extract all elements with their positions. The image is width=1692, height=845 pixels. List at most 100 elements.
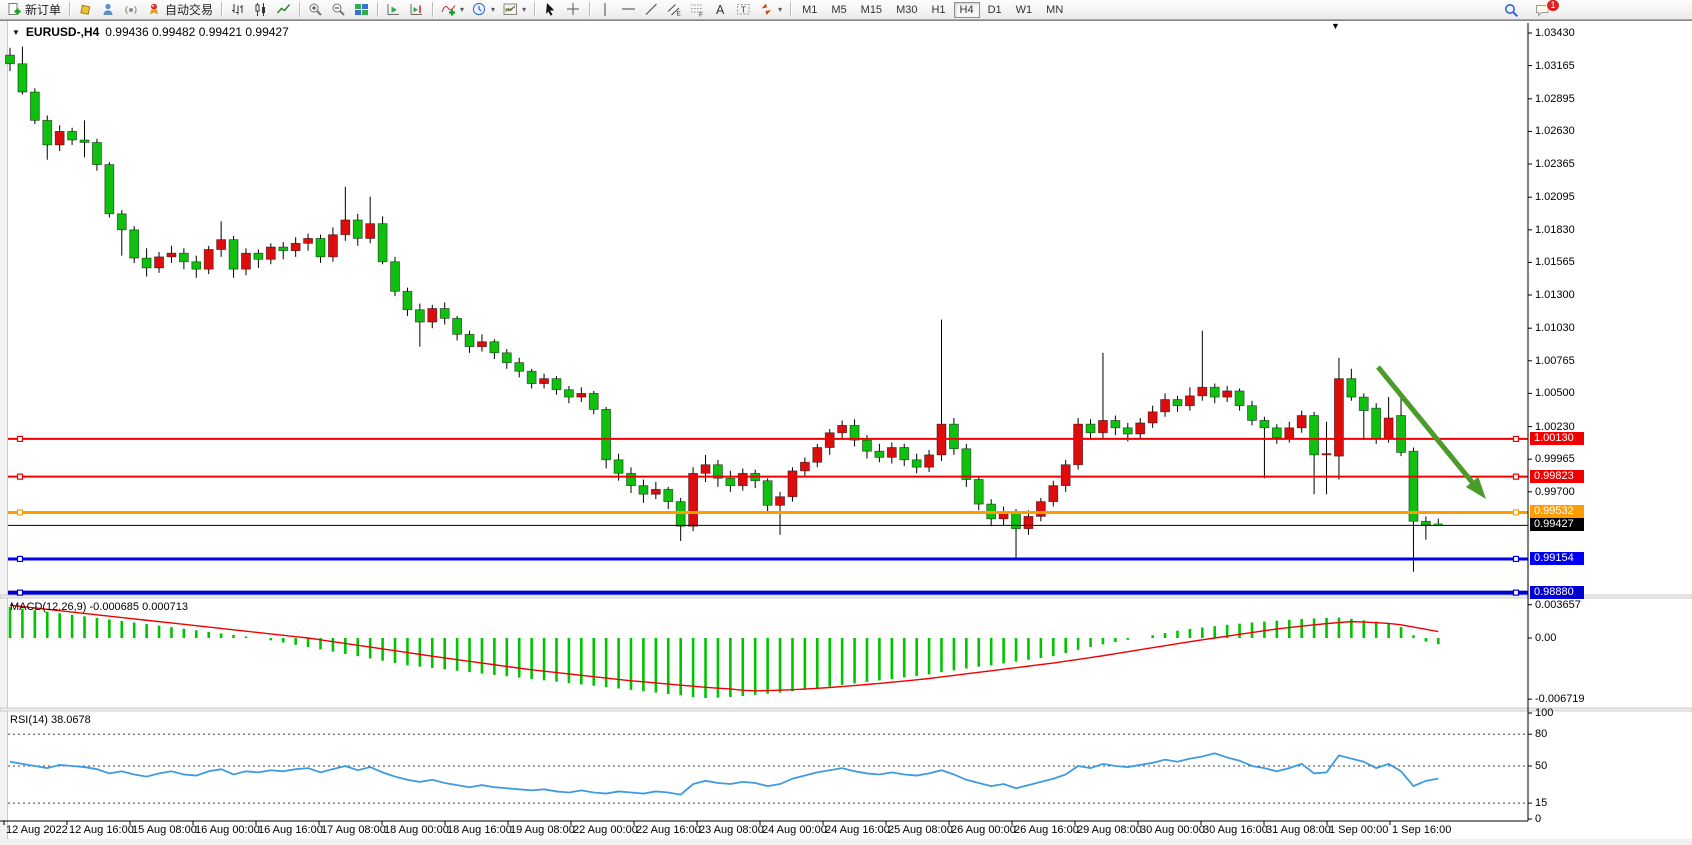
tile-windows-button[interactable] [350, 0, 373, 20]
horizontal-line-object[interactable] [8, 589, 1528, 596]
macd-panel[interactable] [8, 604, 1532, 700]
toolbar-separator [221, 2, 223, 17]
timeframe-button-m1[interactable]: M1 [802, 3, 818, 16]
fibonacci-icon: F [691, 4, 703, 18]
chevron-down-icon[interactable]: ▾ [522, 5, 527, 14]
auto-scroll-icon [387, 4, 400, 15]
timeframe-button-h4[interactable]: H4 [953, 1, 980, 18]
time-axis-label: 16 Aug 16:00 [258, 824, 323, 836]
time-axis-label: 30 Aug 00:00 [1140, 824, 1205, 836]
line-chart-button[interactable] [272, 0, 295, 20]
time-axis[interactable] [0, 820, 1528, 825]
price-axis-label: 1.01030 [1535, 322, 1575, 335]
search-button[interactable] [1500, 0, 1523, 20]
time-axis-label: 30 Aug 16:00 [1203, 824, 1268, 836]
svg-text:E: E [677, 11, 682, 18]
time-axis-label: 16 Aug 00:00 [195, 824, 260, 836]
indicators-button[interactable]: ▾ [437, 0, 468, 20]
line-handle[interactable] [1512, 589, 1520, 596]
line-handle[interactable] [16, 555, 24, 563]
line-handle[interactable] [16, 509, 24, 516]
panel-separator[interactable] [0, 594, 1692, 712]
chart-canvas[interactable] [0, 21, 1692, 845]
zoom-out-button[interactable] [327, 0, 350, 20]
trend-arrow-annotation[interactable] [1376, 365, 1486, 499]
vertical-line-button[interactable] [594, 0, 617, 20]
bar-chart-button[interactable] [226, 0, 249, 20]
price-level-badge: 0.99154 [1530, 551, 1584, 565]
macd-axis-label: 0.003657 [1535, 598, 1581, 611]
chevron-down-icon[interactable]: ▾ [778, 5, 783, 14]
channel-button[interactable]: E [663, 0, 686, 20]
fibonacci-button[interactable]: F [686, 0, 709, 20]
zoom-out-icon [332, 3, 345, 16]
price-axis-label: 1.00765 [1535, 354, 1575, 367]
svg-text:A: A [716, 3, 725, 17]
line-handle[interactable] [1512, 473, 1520, 480]
time-axis-label: 18 Aug 16:00 [447, 824, 512, 836]
toolbar-separator [790, 2, 792, 17]
timeframe-button-w1[interactable]: W1 [1015, 3, 1033, 16]
horizontal-line-object[interactable] [8, 435, 1528, 442]
timeframe-button-h1[interactable]: H1 [931, 3, 946, 16]
svg-text:F: F [699, 12, 703, 18]
line-handle[interactable] [16, 473, 24, 480]
chart-shift-button[interactable] [405, 0, 428, 20]
auto-trading-button[interactable]: 自动交易 [143, 0, 217, 20]
crosshair-button[interactable] [562, 0, 585, 20]
zoom-in-button[interactable] [304, 0, 327, 20]
horizontal-line-objects-layer[interactable] [8, 435, 1528, 596]
signal-icon [125, 5, 137, 15]
price-axis-label: 1.02095 [1535, 191, 1575, 204]
chart-window[interactable]: ▼ EURUSD-,H4 0.99436 0.99482 0.99421 0.9… [0, 20, 1692, 845]
market-watch-button[interactable] [74, 0, 97, 20]
auto-scroll-button[interactable] [382, 0, 405, 20]
text-icon: A [716, 3, 725, 17]
line-handle[interactable] [16, 589, 24, 596]
time-axis-label: 26 Aug 00:00 [951, 824, 1016, 836]
templates-button[interactable]: ▾ [499, 0, 530, 20]
arrows-button[interactable]: ▾ [755, 0, 786, 20]
timeframe-button-m30[interactable]: M30 [896, 3, 918, 16]
chart-shift-marker-icon[interactable]: ▼ [1331, 21, 1340, 31]
time-axis-label: 1 Sep 16:00 [1392, 824, 1452, 836]
new-order-button-label: 新订单 [25, 3, 62, 17]
main-toolbar: 新订单 自动交易 ▾ ▾ ▾ E F A T ▾ M1 M5 M15 M30 H1 H4 D1 W1 MN 1 [0, 0, 1692, 20]
chat-button[interactable]: 1 [1531, 0, 1560, 20]
candle-wicks-layer [9, 46, 1439, 572]
text-button[interactable]: A [709, 0, 732, 20]
svg-text:T: T [741, 5, 746, 15]
price-level-badge: 0.99823 [1530, 469, 1584, 483]
line-handle[interactable] [16, 435, 24, 442]
line-handle[interactable] [1512, 555, 1520, 563]
cursor-button[interactable] [539, 0, 562, 20]
timeframe-button-mn[interactable]: MN [1046, 3, 1064, 16]
chart-title: ▼ EURUSD-,H4 0.99436 0.99482 0.99421 0.9… [12, 25, 289, 39]
rsi-panel[interactable] [8, 712, 1532, 820]
new-order-button[interactable]: 新订单 [3, 0, 65, 20]
candle-chart-button[interactable] [249, 0, 272, 20]
timeframe-button-m15[interactable]: M15 [860, 3, 883, 16]
data-window-button[interactable] [97, 0, 120, 20]
timeframe-button-m5[interactable]: M5 [831, 3, 847, 16]
line-handle[interactable] [1512, 435, 1520, 442]
chart-title-dropdown-icon[interactable]: ▼ [12, 27, 20, 37]
toolbar-right-group: 1 [1500, 0, 1560, 20]
horizontal-line-object[interactable] [8, 555, 1528, 563]
chevron-down-icon[interactable]: ▾ [460, 5, 465, 14]
trendline-button[interactable] [640, 0, 663, 20]
text-label-button[interactable]: T [732, 0, 755, 20]
horizontal-line-object[interactable] [8, 509, 1528, 516]
tile-windows-icon [355, 4, 369, 15]
chart-shift-icon [410, 4, 423, 15]
timeframe-button-d1[interactable]: D1 [987, 3, 1002, 16]
price-axis[interactable] [1527, 23, 1532, 821]
chevron-down-icon[interactable]: ▾ [491, 5, 496, 14]
line-handle[interactable] [1512, 509, 1520, 516]
horizontal-line-button[interactable] [617, 0, 640, 20]
horizontal-line-object[interactable] [8, 473, 1528, 480]
periods-button[interactable]: ▾ [468, 0, 499, 20]
text-label-icon: T [737, 4, 750, 15]
toolbar-separator [377, 2, 379, 17]
strategy-tester-button[interactable] [120, 0, 143, 20]
